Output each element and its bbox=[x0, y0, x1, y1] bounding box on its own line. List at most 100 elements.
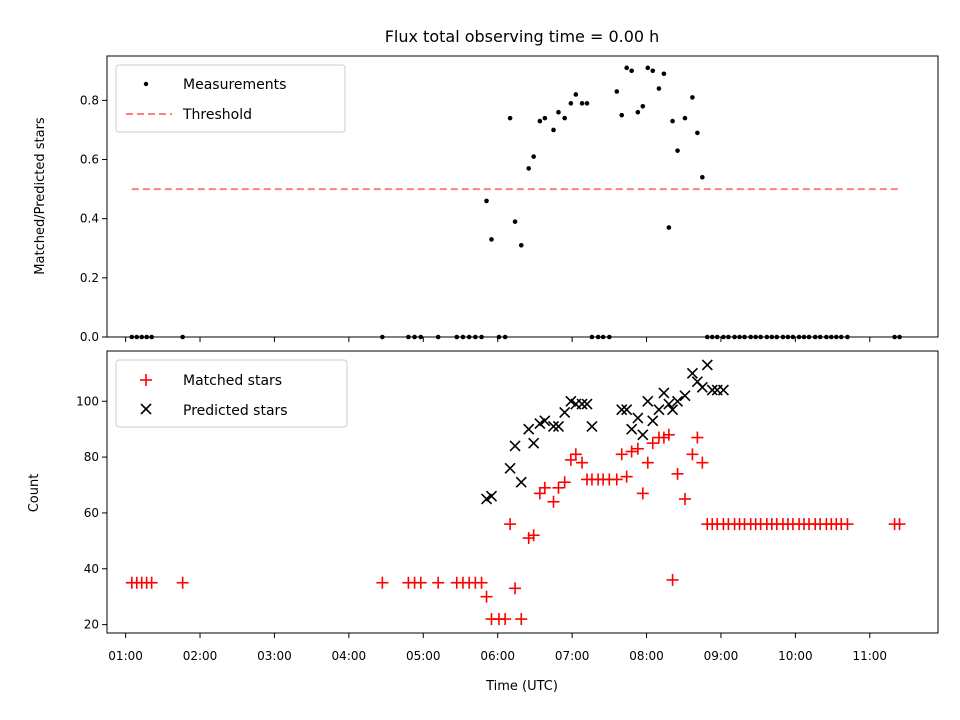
top-ylabel: Matched/Predicted stars bbox=[33, 117, 48, 275]
predicted-point bbox=[637, 429, 649, 441]
measurement-point bbox=[134, 334, 140, 340]
predicted-point bbox=[653, 404, 665, 416]
bottom-xtick-label: 06:00 bbox=[480, 649, 515, 663]
measurement-point bbox=[705, 334, 710, 340]
predicted-point bbox=[701, 359, 713, 371]
bottom-ytick-label: 40 bbox=[84, 562, 99, 576]
predicted-point bbox=[552, 420, 565, 432]
measurement-point bbox=[595, 334, 601, 340]
legend-predicted-label: Predicted stars bbox=[183, 403, 288, 419]
legend-predicted-marker bbox=[140, 403, 152, 415]
predicted-point bbox=[509, 440, 521, 452]
measurement-point bbox=[726, 334, 731, 340]
measurement-point bbox=[607, 334, 612, 340]
measurement-point bbox=[892, 334, 897, 340]
measurement-point bbox=[406, 334, 411, 340]
predicted-point bbox=[559, 406, 571, 418]
bottom-xtick-label: 10:00 bbox=[778, 649, 813, 663]
legend-measurements-label: Measurements bbox=[183, 77, 286, 93]
bottom-plot-frame bbox=[106, 350, 939, 634]
predicted-point bbox=[626, 423, 638, 435]
top-ytick-label: 0.0 bbox=[80, 330, 99, 344]
predicted-point bbox=[504, 462, 516, 474]
measurement-point bbox=[790, 334, 796, 340]
measurement-point bbox=[769, 334, 775, 340]
measurement-point bbox=[753, 334, 758, 340]
matched-point bbox=[678, 492, 691, 505]
measurement-point bbox=[732, 334, 737, 340]
measurement-point bbox=[742, 334, 747, 340]
measurement-point bbox=[838, 334, 844, 340]
measurement-point bbox=[817, 334, 823, 340]
bottom-ylabel: Count bbox=[27, 474, 42, 513]
measurement-point bbox=[542, 115, 548, 121]
measurement-point bbox=[479, 334, 484, 340]
bottom-ytick-label: 20 bbox=[84, 618, 99, 632]
top-plot-frame bbox=[106, 55, 939, 338]
matched-point bbox=[631, 442, 644, 455]
matched-point bbox=[615, 448, 628, 461]
measurement-point bbox=[144, 334, 149, 340]
matched-point bbox=[620, 470, 633, 483]
matched-point bbox=[636, 487, 649, 500]
measurement-point bbox=[460, 334, 466, 340]
measurement-point bbox=[579, 101, 585, 106]
top-panel: 0.00.20.40.60.8 Matched/Predicted stars … bbox=[33, 55, 939, 344]
measurement-point bbox=[812, 334, 818, 340]
measurement-point bbox=[466, 334, 472, 340]
measurement-point bbox=[518, 243, 524, 248]
matched-point bbox=[691, 431, 704, 444]
bottom-xtick-label: 09:00 bbox=[704, 649, 739, 663]
measurement-point bbox=[473, 334, 478, 340]
bottom-panel: 20 40 60 80 100 01:00 02:00 03:00 04:00 05:00 06:0… bbox=[27, 350, 939, 694]
matched-point bbox=[515, 613, 528, 626]
matched-point bbox=[657, 431, 670, 444]
measurement-point bbox=[180, 334, 185, 340]
predicted-point bbox=[667, 404, 679, 416]
measurement-point bbox=[656, 86, 662, 91]
bottom-ytick-label: 80 bbox=[84, 450, 99, 464]
predicted-point bbox=[632, 412, 644, 424]
matched-point bbox=[547, 495, 560, 508]
predicted-point bbox=[642, 395, 654, 407]
measurement-point bbox=[682, 115, 688, 121]
measurement-point bbox=[454, 334, 460, 340]
legend-measurements-marker bbox=[143, 81, 149, 87]
measurement-point bbox=[619, 112, 625, 118]
measurement-point bbox=[635, 109, 641, 115]
legend-threshold-label: Threshold bbox=[182, 107, 252, 123]
measurement-point bbox=[556, 109, 561, 115]
measurement-point bbox=[568, 101, 574, 106]
bottom-xtick-label: 11:00 bbox=[852, 649, 887, 663]
measurement-point bbox=[412, 334, 417, 340]
predicted-point bbox=[621, 404, 633, 416]
measurement-point bbox=[640, 103, 646, 109]
predicted-point bbox=[547, 420, 560, 432]
matched-point bbox=[893, 518, 906, 531]
measurement-point bbox=[502, 334, 508, 340]
measurement-point bbox=[714, 334, 720, 340]
measurement-point bbox=[573, 92, 579, 97]
predicted-point bbox=[539, 415, 551, 427]
predicted-point bbox=[686, 367, 698, 379]
matched-point bbox=[646, 437, 659, 450]
measurement-point bbox=[758, 334, 763, 340]
bottom-legend-box bbox=[115, 359, 348, 428]
matched-point bbox=[610, 473, 623, 486]
bottom-xtick-label: 03:00 bbox=[257, 649, 292, 663]
measurement-point bbox=[435, 334, 441, 340]
bottom-xtick-label: 02:00 bbox=[183, 649, 218, 663]
matched-point bbox=[414, 576, 427, 589]
matched-point bbox=[696, 456, 709, 469]
measurement-point bbox=[709, 334, 715, 340]
measurement-point bbox=[484, 198, 489, 204]
matched-point bbox=[576, 456, 589, 469]
measurement-point bbox=[512, 219, 518, 224]
measurement-point bbox=[489, 237, 494, 242]
measurement-point bbox=[774, 334, 780, 340]
measurement-point bbox=[801, 334, 807, 340]
bottom-axes: 20 40 60 80 100 01:00 02:00 03:00 04:00 05:00 06:0… bbox=[76, 394, 887, 663]
predicted-point bbox=[581, 398, 593, 410]
legend-matched-label: Matched stars bbox=[183, 373, 282, 389]
measurement-point bbox=[129, 334, 135, 340]
